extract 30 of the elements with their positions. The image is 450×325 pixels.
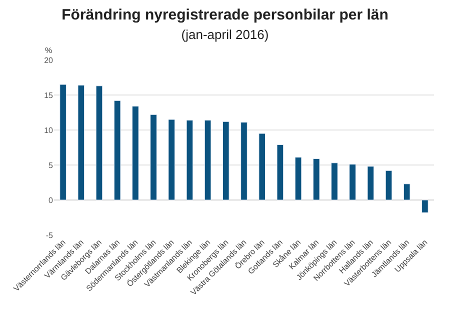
bar	[96, 86, 103, 200]
y-tick-label: 20	[44, 56, 54, 65]
bar	[240, 122, 248, 200]
bar	[150, 114, 157, 200]
bar	[312, 158, 320, 200]
bar	[186, 120, 194, 200]
chart-subtitle: (jan-april 2016)	[181, 27, 269, 42]
y-tick-label: 0	[48, 196, 54, 205]
bar	[385, 170, 392, 200]
bar	[132, 106, 139, 200]
bar	[60, 84, 66, 200]
bar	[367, 166, 374, 200]
bar	[204, 120, 212, 200]
bar	[276, 144, 284, 200]
bar	[422, 200, 428, 213]
bar	[222, 121, 230, 200]
bar	[331, 162, 338, 200]
bar	[403, 184, 410, 200]
bar	[78, 84, 85, 200]
bar	[349, 164, 356, 200]
y-tick-label: -5	[46, 230, 54, 240]
bar	[258, 133, 266, 200]
bar	[114, 100, 121, 200]
y-tick-label: 15	[44, 90, 54, 100]
y-tick-label: 5	[48, 160, 54, 170]
bar	[168, 119, 176, 200]
chart-title: Förändring nyregistrerade personbilar per län	[62, 6, 388, 24]
y-axis-title: %	[45, 46, 52, 55]
bar	[294, 157, 302, 200]
y-tick-label: 10	[44, 126, 54, 135]
